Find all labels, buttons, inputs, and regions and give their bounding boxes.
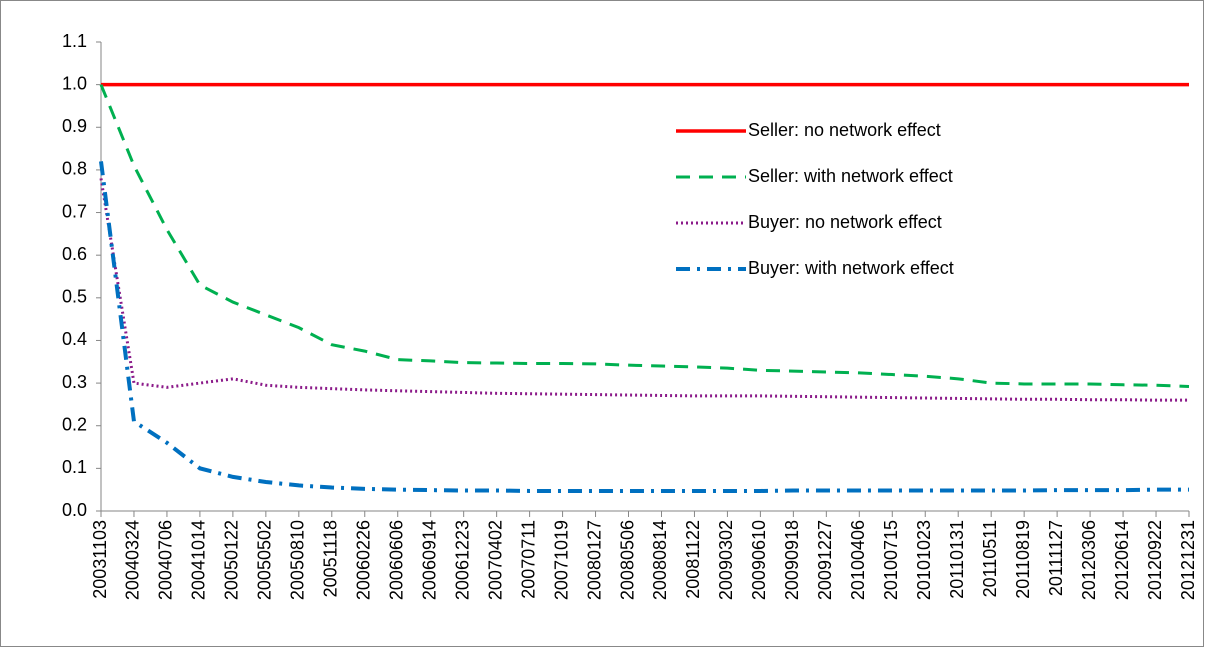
x-tick-label: 20070711	[518, 520, 538, 599]
y-tick-label: 1.1	[62, 31, 87, 51]
x-tick-label: 20060606	[386, 520, 406, 600]
x-tick-label: 20101023	[914, 520, 934, 600]
y-tick-label: 1.0	[62, 73, 87, 93]
x-tick-label: 20120922	[1145, 520, 1165, 600]
x-tick-label: 20100715	[881, 520, 901, 600]
legend-label: Seller: with network effect	[748, 166, 953, 186]
x-tick-label: 20121231	[1178, 520, 1198, 600]
x-tick-label: 20080506	[617, 520, 637, 600]
x-tick-label: 20050502	[255, 520, 275, 600]
x-tick-label: 20080127	[584, 520, 604, 600]
x-tick-label: 20050810	[288, 520, 308, 600]
y-tick-label: 0.3	[62, 372, 87, 392]
x-tick-label: 20090302	[716, 520, 736, 600]
series-line	[99, 161, 1189, 493]
x-tick-label: 20040324	[123, 520, 143, 600]
x-tick-label: 20050122	[222, 520, 242, 600]
y-tick-label: 0.7	[62, 201, 87, 221]
series-line	[99, 84, 1190, 388]
x-tick-label: 20031103	[90, 520, 110, 599]
x-tick-label: 20081122	[683, 520, 703, 599]
legend-label: Buyer: no network effect	[748, 212, 942, 232]
x-tick-label: 20111127	[1046, 520, 1066, 596]
y-tick-label: 0.1	[62, 457, 87, 477]
x-tick-label: 20090918	[782, 520, 802, 600]
y-tick-label: 0.9	[62, 116, 87, 136]
y-tick-label: 0.8	[62, 159, 87, 179]
x-tick-label: 20060226	[354, 520, 374, 600]
x-tick-label: 20070402	[485, 520, 505, 600]
y-tick-label: 0.0	[62, 500, 87, 520]
y-tick-label: 0.2	[62, 414, 87, 434]
x-tick-label: 20060914	[419, 520, 439, 600]
x-tick-label: 20110511	[980, 520, 1000, 597]
x-tick-label: 20110131	[947, 520, 967, 599]
x-tick-label: 20120614	[1112, 520, 1132, 600]
y-tick-label: 0.5	[62, 287, 87, 307]
x-tick-label: 20100406	[848, 520, 868, 600]
x-tick-label: 20051118	[321, 520, 341, 597]
x-tick-label: 20041014	[189, 520, 209, 600]
x-tick-label: 20110819	[1013, 520, 1033, 599]
x-tick-label: 20071019	[551, 520, 571, 600]
x-tick-label: 20090610	[749, 520, 769, 600]
x-tick-label: 20061223	[452, 520, 472, 600]
x-tick-label: 20091227	[815, 520, 835, 600]
y-tick-label: 0.6	[62, 244, 87, 264]
x-tick-label: 20120306	[1079, 520, 1099, 600]
x-tick-label: 20080814	[650, 520, 670, 600]
y-tick-label: 0.4	[62, 329, 87, 349]
x-tick-label: 20040706	[156, 520, 176, 600]
legend-label: Seller: no network effect	[748, 120, 941, 140]
legend-label: Buyer: with network effect	[748, 258, 954, 278]
